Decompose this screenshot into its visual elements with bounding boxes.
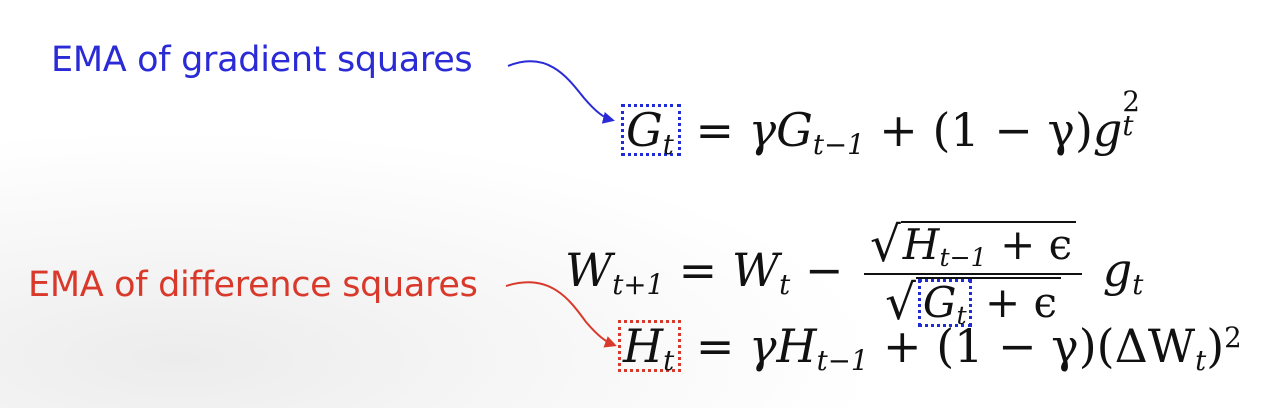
eq2-num-rest: + ϵ xyxy=(1000,220,1073,269)
eq2-w-var: W xyxy=(731,243,780,298)
eq1-lhs-sub: t xyxy=(662,127,674,161)
equation-g-update: Gt = γGt−1 + (1 − γ)g 2 t xyxy=(621,88,1148,158)
eq1-term-sub: t−1 xyxy=(812,127,865,161)
eq3-paren-expr: (1 − γ) xyxy=(936,319,1097,373)
gradient-squares-annotation: EMA of gradient squares xyxy=(51,40,473,80)
eq3-gamma: γ xyxy=(749,319,777,373)
eq2-g-var: g xyxy=(1102,243,1133,298)
eq2-fraction: √Ht−1 + ϵ √ Gt + ϵ xyxy=(864,218,1083,331)
eq1-equals: = xyxy=(695,103,735,157)
eq2-numerator-sqrt: √Ht−1 + ϵ xyxy=(870,220,1077,273)
eq2-minus: − xyxy=(804,243,844,298)
eq2-den-sub: t xyxy=(956,300,967,330)
eq2-denominator-sqrt: √ Gt + ϵ xyxy=(885,276,1062,330)
eq1-paren-expr: (1 − γ) xyxy=(932,103,1093,157)
eq2-g-sub: t xyxy=(1132,267,1144,301)
eq2-w-sub: t xyxy=(779,267,791,301)
eq2-num-sub: t−1 xyxy=(939,243,987,273)
eq1-g-sub: t xyxy=(1122,108,1134,142)
eq3-delta-open: (ΔW xyxy=(1096,319,1196,373)
eq3-plus: + xyxy=(883,319,922,373)
g-t-highlight-box: Gt xyxy=(621,103,681,158)
eq1-g-sup: 2 xyxy=(1122,85,1140,119)
eq2-lhs-var: W xyxy=(565,243,613,298)
eq1-plus: + xyxy=(879,103,918,157)
eq2-numerator: √Ht−1 + ϵ xyxy=(864,218,1083,275)
eq3-lhs-sub: t xyxy=(663,343,675,377)
eq3-delta-close: ) xyxy=(1206,319,1225,373)
eq1-lhs-var: G xyxy=(626,103,663,157)
equation-w-update: Wt+1 = Wt − √Ht−1 + ϵ √ Gt + ϵ gt xyxy=(565,218,1143,330)
eq2-den-rest: + ϵ xyxy=(984,277,1058,327)
eq3-equals: = xyxy=(695,319,735,373)
eq3-term-var: H xyxy=(776,319,817,373)
eq2-num-var: H xyxy=(902,220,940,269)
eq2-denominator: √ Gt + ϵ xyxy=(864,275,1082,331)
eq1-gamma: γ xyxy=(748,103,777,157)
eq3-term-sub: t−1 xyxy=(816,343,869,377)
eq1-g-var: g xyxy=(1092,103,1123,157)
eq2-equals: = xyxy=(678,243,718,298)
blue-curved-arrow xyxy=(507,60,615,124)
g-t-denominator-highlight-box: Gt xyxy=(917,277,972,330)
equation-h-update: Ht = γHt−1 + (1 − γ)(ΔWt)2 xyxy=(618,319,1242,374)
eq2-lhs-sub: t+1 xyxy=(612,267,665,301)
eq2-den-var: G xyxy=(922,277,957,327)
h-t-highlight-box: Ht xyxy=(618,319,682,374)
eq3-delta-sub: t xyxy=(1195,343,1207,377)
eq3-lhs-var: H xyxy=(623,319,664,373)
eq3-delta-sup: 2 xyxy=(1224,320,1242,354)
difference-squares-annotation: EMA of difference squares xyxy=(28,265,478,305)
eq1-term-var: G xyxy=(776,103,813,157)
